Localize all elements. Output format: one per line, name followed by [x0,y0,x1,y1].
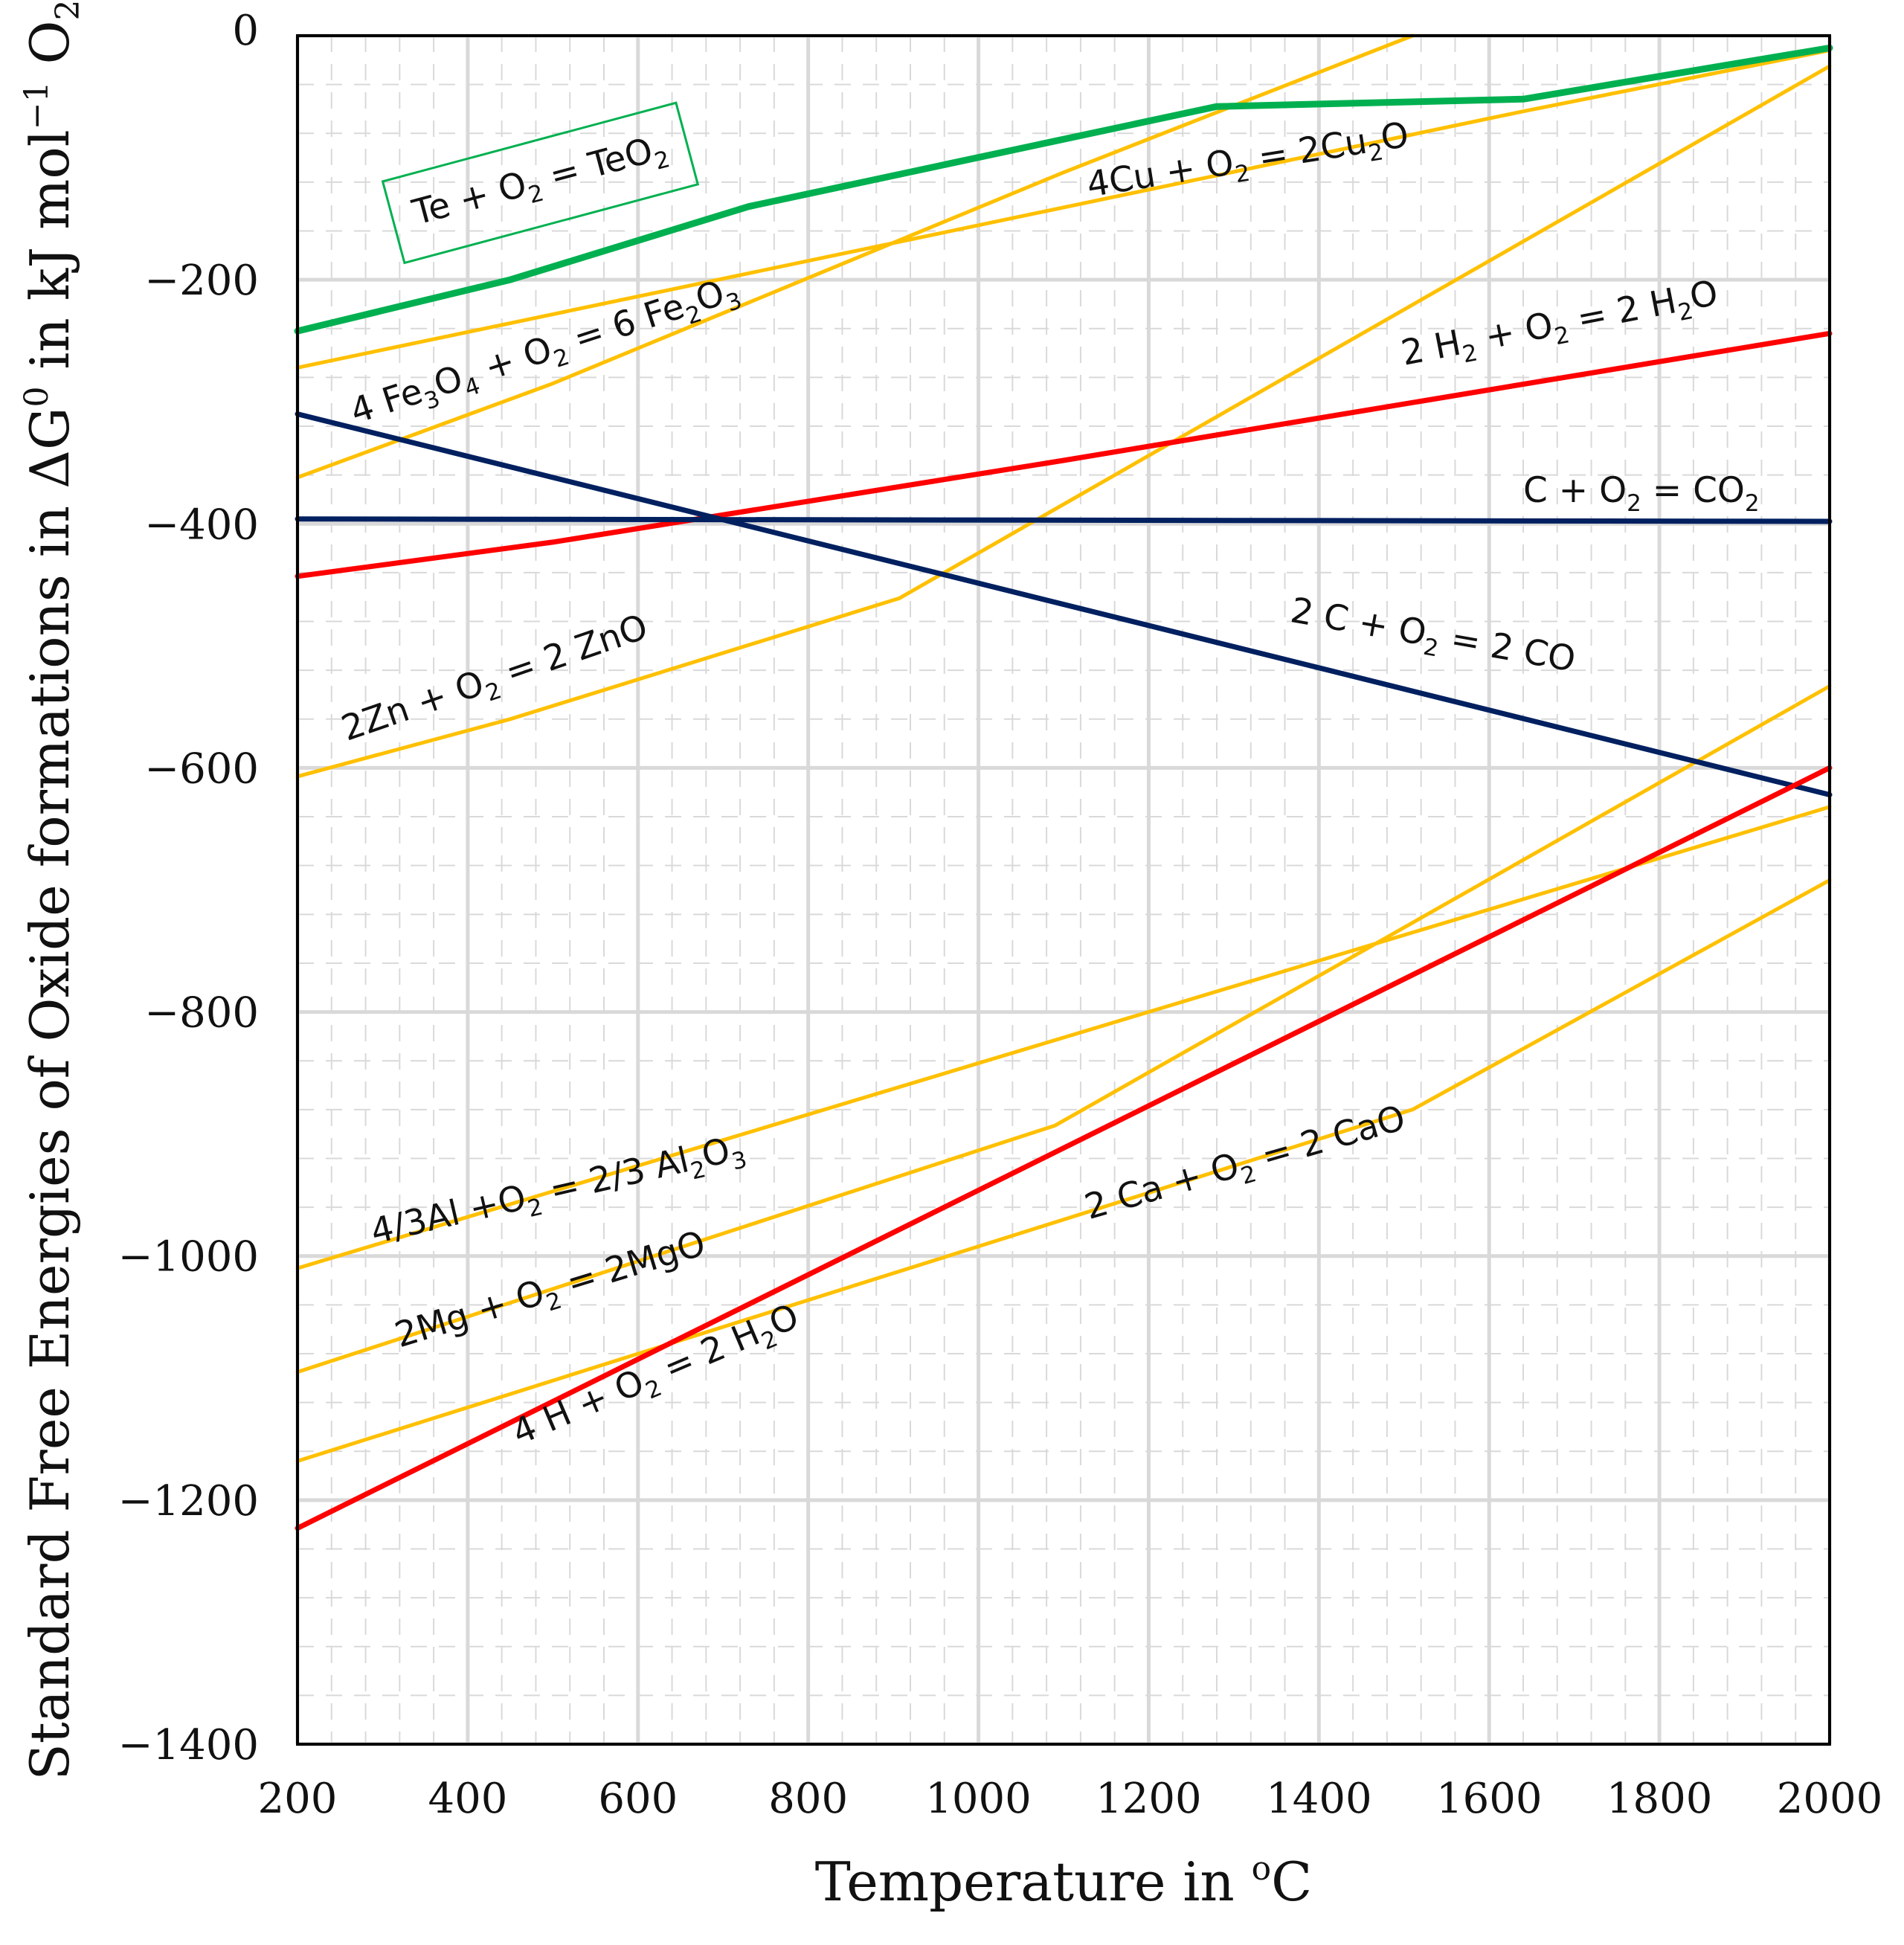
x-tick-label: 200 [258,1775,338,1823]
y-tick-label: 0 [232,7,259,55]
series-line-c-o2-co2 [295,516,1833,524]
series-line-2mg-o2-2mgo [295,684,1832,1375]
y-tick-label: −800 [144,989,259,1038]
x-tick-label: 2000 [1777,1775,1883,1823]
series-line-2-h2-o2-2-h2o [295,330,1833,579]
label-box [381,101,700,265]
series-label: C + O2 = CO2 [1523,470,1760,517]
x-tick-label: 400 [428,1775,507,1823]
x-tick-label: 1400 [1266,1775,1372,1823]
x-tick-label: 1200 [1096,1775,1202,1823]
x-axis-title: Temperature in oC [815,1850,1312,1913]
series-label-text: C + O2 = CO2 [1523,470,1760,517]
series-line-2zn-o2-2-zno [295,64,1832,779]
x-tick-label: 1800 [1606,1775,1713,1823]
series-line-4cu-o2-2cu2o [295,48,1832,370]
y-tick-label: −1000 [118,1233,259,1282]
series-line-4-h-o2-2-h2o [295,765,1833,1531]
series-line-2-c-o2-2-co [295,411,1833,797]
series-group [294,33,1833,1531]
y-tick-label: −600 [144,745,259,793]
x-tick-label: 600 [598,1775,678,1823]
y-tick-label: −1200 [118,1477,259,1526]
axes [296,34,1831,1746]
y-tick-label: −1400 [118,1721,259,1769]
x-tick-label: 1000 [925,1775,1032,1823]
x-tick-label: 800 [768,1775,848,1823]
y-tick-label: −400 [144,501,259,549]
plot-frame [296,34,1831,1746]
y-axis-title: Standard Free Energies of Oxide formatio… [18,0,87,1781]
series-line-te-o2-teo2 [294,44,1833,335]
x-tick-label: 1600 [1436,1775,1543,1823]
y-tick-label: −200 [144,257,259,305]
series-line-4-3al-o2-2-3-al2o3 [295,805,1832,1270]
tick-labels: 200 400 600 800 1000 1200 1400 1600 1800 2000 0 −20… [118,7,1883,1823]
